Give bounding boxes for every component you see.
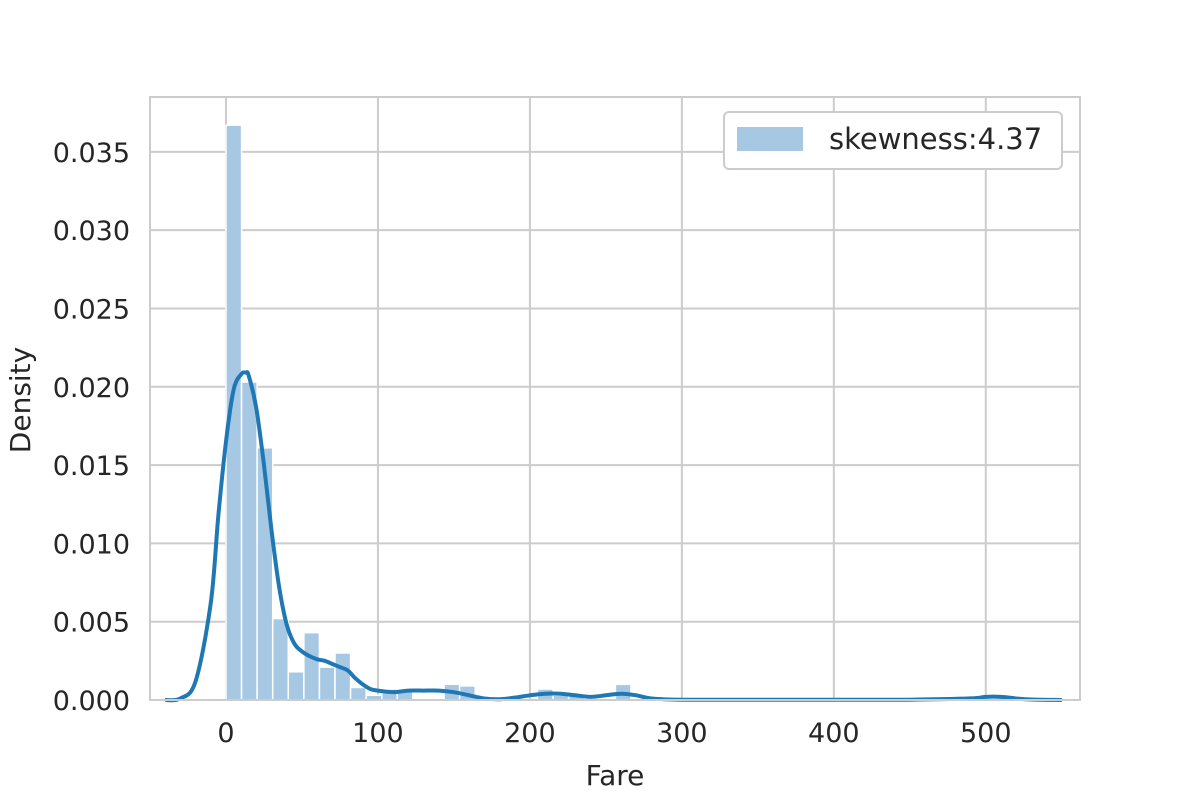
x-tick-label: 200 [504,718,556,749]
x-tick-label: 500 [960,718,1012,749]
histogram-bar [349,686,367,701]
x-tick-label: 300 [656,718,708,749]
x-axis-title: Fare [586,759,645,792]
y-tick-label: 0.000 [53,686,130,717]
y-axis-title: Density [4,347,37,453]
x-tick-label: 400 [808,718,860,749]
legend-label: skewness:4.37 [829,122,1042,156]
legend: skewness:4.37 [723,111,1063,170]
y-tick-label: 0.035 [53,138,130,169]
y-tick-label: 0.015 [53,451,130,482]
histogram-bar [303,631,321,701]
legend-box [723,111,1063,170]
x-tick-labels: 0 100 200 300 400 500 [217,718,1011,749]
y-tick-label: 0.020 [53,373,130,404]
y-tick-label: 0.025 [53,294,130,325]
legend-swatch [737,127,803,151]
histogram-bar [334,652,352,701]
y-tick-labels: 0.000 0.005 0.010 0.015 0.020 0.025 0.030 0.035 [53,138,130,717]
y-tick-label: 0.010 [53,529,130,560]
histogram-bar [318,666,336,701]
histogram-bar [287,671,305,701]
plot-frame [149,96,1081,701]
histogram-bar [240,381,258,701]
histogram-bar [271,617,290,701]
y-tick-label: 0.030 [53,216,130,247]
x-tick-label: 0 [217,718,234,749]
plot-background [150,97,1080,700]
y-tick-label: 0.005 [53,608,130,639]
x-tick-label: 100 [352,718,404,749]
